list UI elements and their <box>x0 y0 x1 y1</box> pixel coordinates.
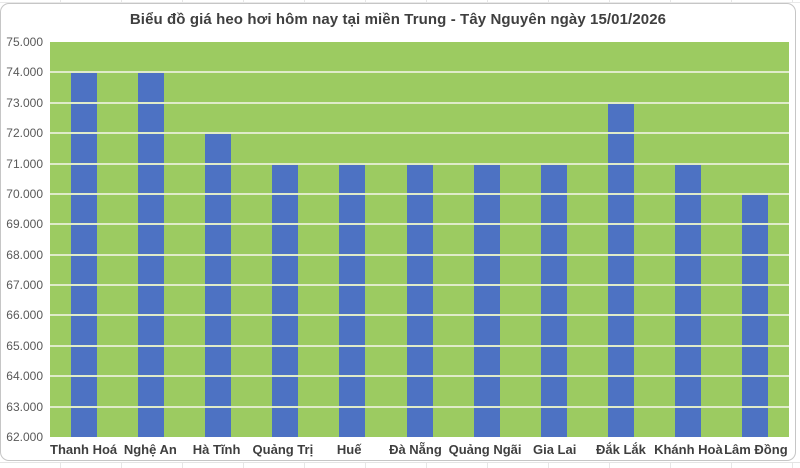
bar-Huế <box>339 163 366 437</box>
y-tick-label: 62.000 <box>6 430 43 444</box>
x-tick-label: Quảng Trị <box>252 442 314 457</box>
spreadsheet-gridlines-top <box>0 0 800 3</box>
y-tick-label: 67.000 <box>6 278 43 293</box>
x-tick-label: Hà Tĩnh <box>192 442 241 457</box>
y-axis: 75.000 74.000 73.000 72.000 71.000 70.000 69.0… <box>1 35 43 444</box>
y-tick-label: 68.000 <box>6 247 43 262</box>
bar-slot <box>319 42 386 437</box>
x-tick-label: Huế <box>336 442 362 457</box>
y-tick-label: 66.000 <box>6 308 43 323</box>
gridline <box>50 375 789 378</box>
gridline <box>50 192 789 195</box>
gridline <box>50 253 789 256</box>
y-tick-label: 74.000 <box>6 65 43 80</box>
gridline <box>50 101 789 104</box>
chart-title: Biểu đồ giá heo hơi hôm nay tại miền Tru… <box>129 11 667 28</box>
x-axis: Thanh Hoá Nghệ An Hà Tĩnh Quảng Trị Huế Đà Nẵ… <box>50 442 789 460</box>
x-tick-label: Lâm Đồng <box>724 442 788 457</box>
x-tick-label: Khánh Hoà <box>654 442 723 457</box>
x-tick-label: Đắk Lắk <box>596 442 646 457</box>
y-tick-label: 72.000 <box>6 126 43 141</box>
bar-slot <box>386 42 453 437</box>
y-tick-label: 63.000 <box>6 399 43 414</box>
gridline <box>50 132 789 135</box>
y-tick-label: 69.000 <box>6 217 43 232</box>
y-tick-label: 65.000 <box>6 338 43 353</box>
bar-slot <box>252 42 319 437</box>
bar-Quảng Trị <box>272 163 299 437</box>
gridline <box>50 314 789 317</box>
x-tick-label: Thanh Hoá <box>50 442 118 457</box>
bar-Quảng Ngãi <box>473 163 500 437</box>
gridline <box>50 405 789 408</box>
bar-slot <box>520 42 587 437</box>
bar-slot <box>655 42 722 437</box>
bar-Gia Lai <box>540 163 567 437</box>
y-tick-label: 70.000 <box>6 186 43 201</box>
bar-Đà Nẵng <box>406 163 433 437</box>
y-tick-label: 64.000 <box>6 369 43 384</box>
x-tick-label: Gia Lai <box>532 442 577 457</box>
x-tick-label: Quảng Ngãi <box>448 442 522 457</box>
spreadsheet-gridlines-bottom <box>0 462 800 468</box>
plot-area <box>50 42 789 437</box>
y-tick-label: 71.000 <box>6 156 43 171</box>
chart-object[interactable]: Biểu đồ giá heo hơi hôm nay tại miền Tru… <box>0 3 796 461</box>
gridline <box>50 344 789 347</box>
gridline <box>50 71 789 74</box>
bar-slot <box>453 42 520 437</box>
bar-slot <box>588 42 655 437</box>
gridline <box>50 162 789 165</box>
bar-Đắk Lắk <box>608 102 635 437</box>
y-tick-label: 75.000 <box>6 35 43 49</box>
gridline <box>50 284 789 287</box>
gridline <box>50 223 789 226</box>
y-tick-label: 73.000 <box>6 95 43 110</box>
x-tick-label: Đà Nẵng <box>389 442 442 457</box>
x-tick-label: Nghệ An <box>123 442 177 457</box>
bar-Khánh Hoà <box>675 163 702 437</box>
